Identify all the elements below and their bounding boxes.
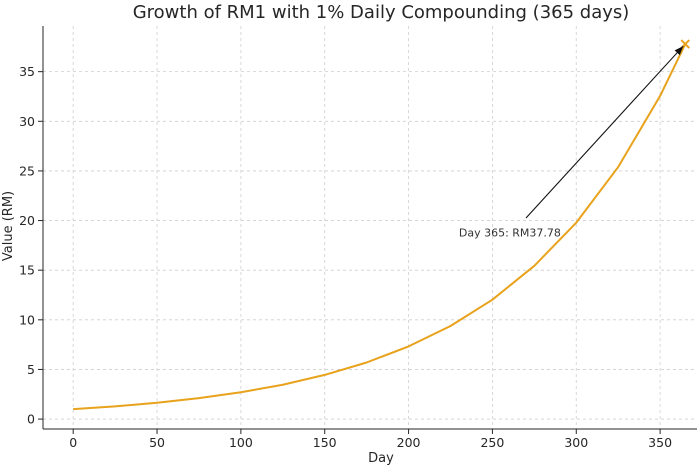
x-axis-ticks: 0 50 100 150 200 250 300 350 xyxy=(69,429,672,450)
grid xyxy=(43,26,697,429)
y-tick-label: 25 xyxy=(19,163,35,178)
annotation-arrowhead xyxy=(674,46,684,56)
x-tick-label: 350 xyxy=(648,435,672,450)
annotation-arrow xyxy=(525,45,684,219)
series-layer xyxy=(73,39,690,411)
y-tick-label: 10 xyxy=(19,312,35,327)
y-tick-label: 30 xyxy=(19,114,35,129)
annotation-layer: Day 365: RM37.78 xyxy=(459,45,684,239)
x-tick-label: 150 xyxy=(313,435,337,450)
x-tick-label: 0 xyxy=(69,435,77,450)
x-tick-label: 300 xyxy=(564,435,588,450)
y-tick-label: 5 xyxy=(27,362,35,377)
y-tick-label: 20 xyxy=(19,213,35,228)
chart-title: Growth of RM1 with 1% Daily Compounding … xyxy=(133,2,630,23)
series-line xyxy=(73,43,687,411)
y-axis-ticks: 0 5 10 15 20 25 30 35 xyxy=(19,64,43,427)
x-tick-label: 50 xyxy=(149,435,165,450)
x-axis-label: Day xyxy=(368,451,394,465)
x-tick-label: 100 xyxy=(229,435,253,450)
annotation-text: Day 365: RM37.78 xyxy=(459,226,561,239)
y-axis-label: Value (RM) xyxy=(1,191,16,261)
y-tick-label: 0 xyxy=(27,412,35,427)
y-tick-label: 35 xyxy=(19,64,35,79)
axes-spines xyxy=(42,26,697,430)
y-tick-label: 15 xyxy=(19,263,35,278)
x-tick-label: 250 xyxy=(480,435,504,450)
x-tick-label: 200 xyxy=(397,435,421,450)
